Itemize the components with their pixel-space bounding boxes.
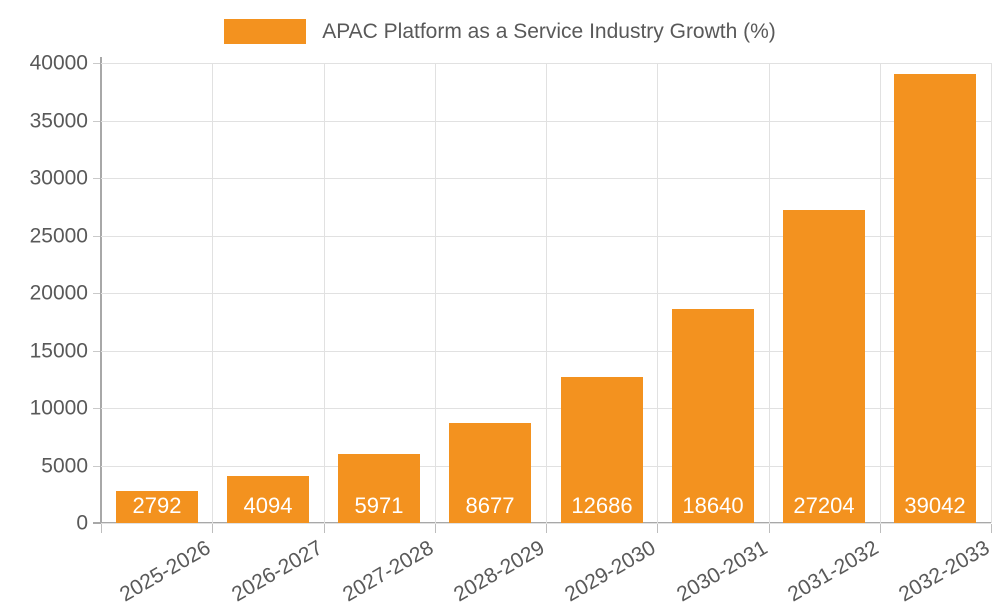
bar-value-label: 8677 <box>465 493 515 518</box>
x-axis-tick-mark <box>546 524 547 533</box>
x-axis-tick-label: 2031-2032 <box>783 536 882 606</box>
x-axis-tick-label: 2030-2031 <box>672 536 771 606</box>
x-axis-tick-mark <box>212 524 213 533</box>
legend-color-swatch <box>224 18 307 44</box>
x-axis-tick-mark <box>880 524 881 533</box>
y-axis-tick-mark <box>93 63 101 64</box>
legend-label: APAC Platform as a Service Industry Grow… <box>322 19 776 43</box>
y-axis-tick-mark <box>93 465 101 467</box>
bar-value-label: 39042 <box>904 493 966 518</box>
bar-value-label: 5971 <box>354 493 404 518</box>
x-axis-tick-label: 2028-2029 <box>449 536 548 606</box>
x-axis-tick-mark <box>991 524 992 533</box>
bar[interactable]: 4094 <box>227 475 309 523</box>
y-axis-tick-label: 30000 <box>29 166 88 190</box>
x-axis-tick-mark <box>101 524 102 533</box>
bar-value-label: 18640 <box>682 493 744 518</box>
x-axis-tick-label: 2025-2026 <box>115 536 214 606</box>
gridline-vertical <box>657 63 658 523</box>
y-axis-tick-mark <box>93 350 101 352</box>
bar-value-label: 12686 <box>571 493 633 518</box>
x-axis-tick-mark <box>769 524 770 533</box>
bar[interactable]: 2792 <box>116 490 198 523</box>
y-axis-tick-label: 35000 <box>29 109 88 132</box>
bar[interactable]: 27204 <box>783 210 865 523</box>
bar[interactable]: 8677 <box>449 423 531 523</box>
y-axis-tick-mark <box>93 120 101 122</box>
gridline-vertical <box>991 63 992 523</box>
x-axis-tick-label: 2032-2033 <box>894 536 993 606</box>
x-axis-tick-label: 2026-2027 <box>227 536 326 606</box>
y-axis-tick-label: 15000 <box>29 339 88 362</box>
bar-value-label: 4094 <box>243 493 293 518</box>
y-axis-tick-mark <box>93 408 101 409</box>
x-axis-tick-label: 2027-2028 <box>338 536 437 606</box>
gridline-horizontal <box>101 523 991 524</box>
x-axis-tick-mark <box>657 524 658 533</box>
y-axis-tick-label: 10000 <box>29 396 88 420</box>
gridline-vertical <box>546 63 547 523</box>
bar[interactable]: 39042 <box>894 74 976 523</box>
gridline-vertical <box>769 63 770 523</box>
bar[interactable]: 12686 <box>561 377 643 523</box>
gridline-vertical <box>212 63 213 523</box>
y-axis-line <box>100 57 102 524</box>
y-axis-tick-label: 20000 <box>29 281 88 305</box>
y-axis-tick-mark <box>93 178 101 179</box>
y-axis-tick-label: 0 <box>76 511 88 535</box>
bar[interactable]: 5971 <box>338 454 420 523</box>
bar[interactable]: 18640 <box>672 308 754 523</box>
bar-value-label: 27204 <box>793 493 855 518</box>
y-axis-tick-label: 25000 <box>29 224 88 247</box>
gridline-vertical <box>324 63 325 523</box>
x-axis-tick-label: 2029-2030 <box>560 536 659 606</box>
x-axis-tick-mark <box>324 524 325 533</box>
chart-legend: APAC Platform as a Service Industry Grow… <box>0 14 1000 48</box>
plot-area: 2792 4094 5971 8677 12686 18640 27204 39042 <box>101 63 992 524</box>
gridline-vertical <box>880 63 881 523</box>
y-axis-tick-label: 40000 <box>29 51 88 75</box>
y-axis-tick-mark <box>93 235 101 237</box>
y-axis-tick-mark <box>93 293 101 294</box>
bar-value-label: 2792 <box>132 493 182 518</box>
y-axis-tick-label: 5000 <box>41 454 88 477</box>
x-axis-tick-mark <box>435 524 436 533</box>
gridline-vertical <box>435 63 436 523</box>
